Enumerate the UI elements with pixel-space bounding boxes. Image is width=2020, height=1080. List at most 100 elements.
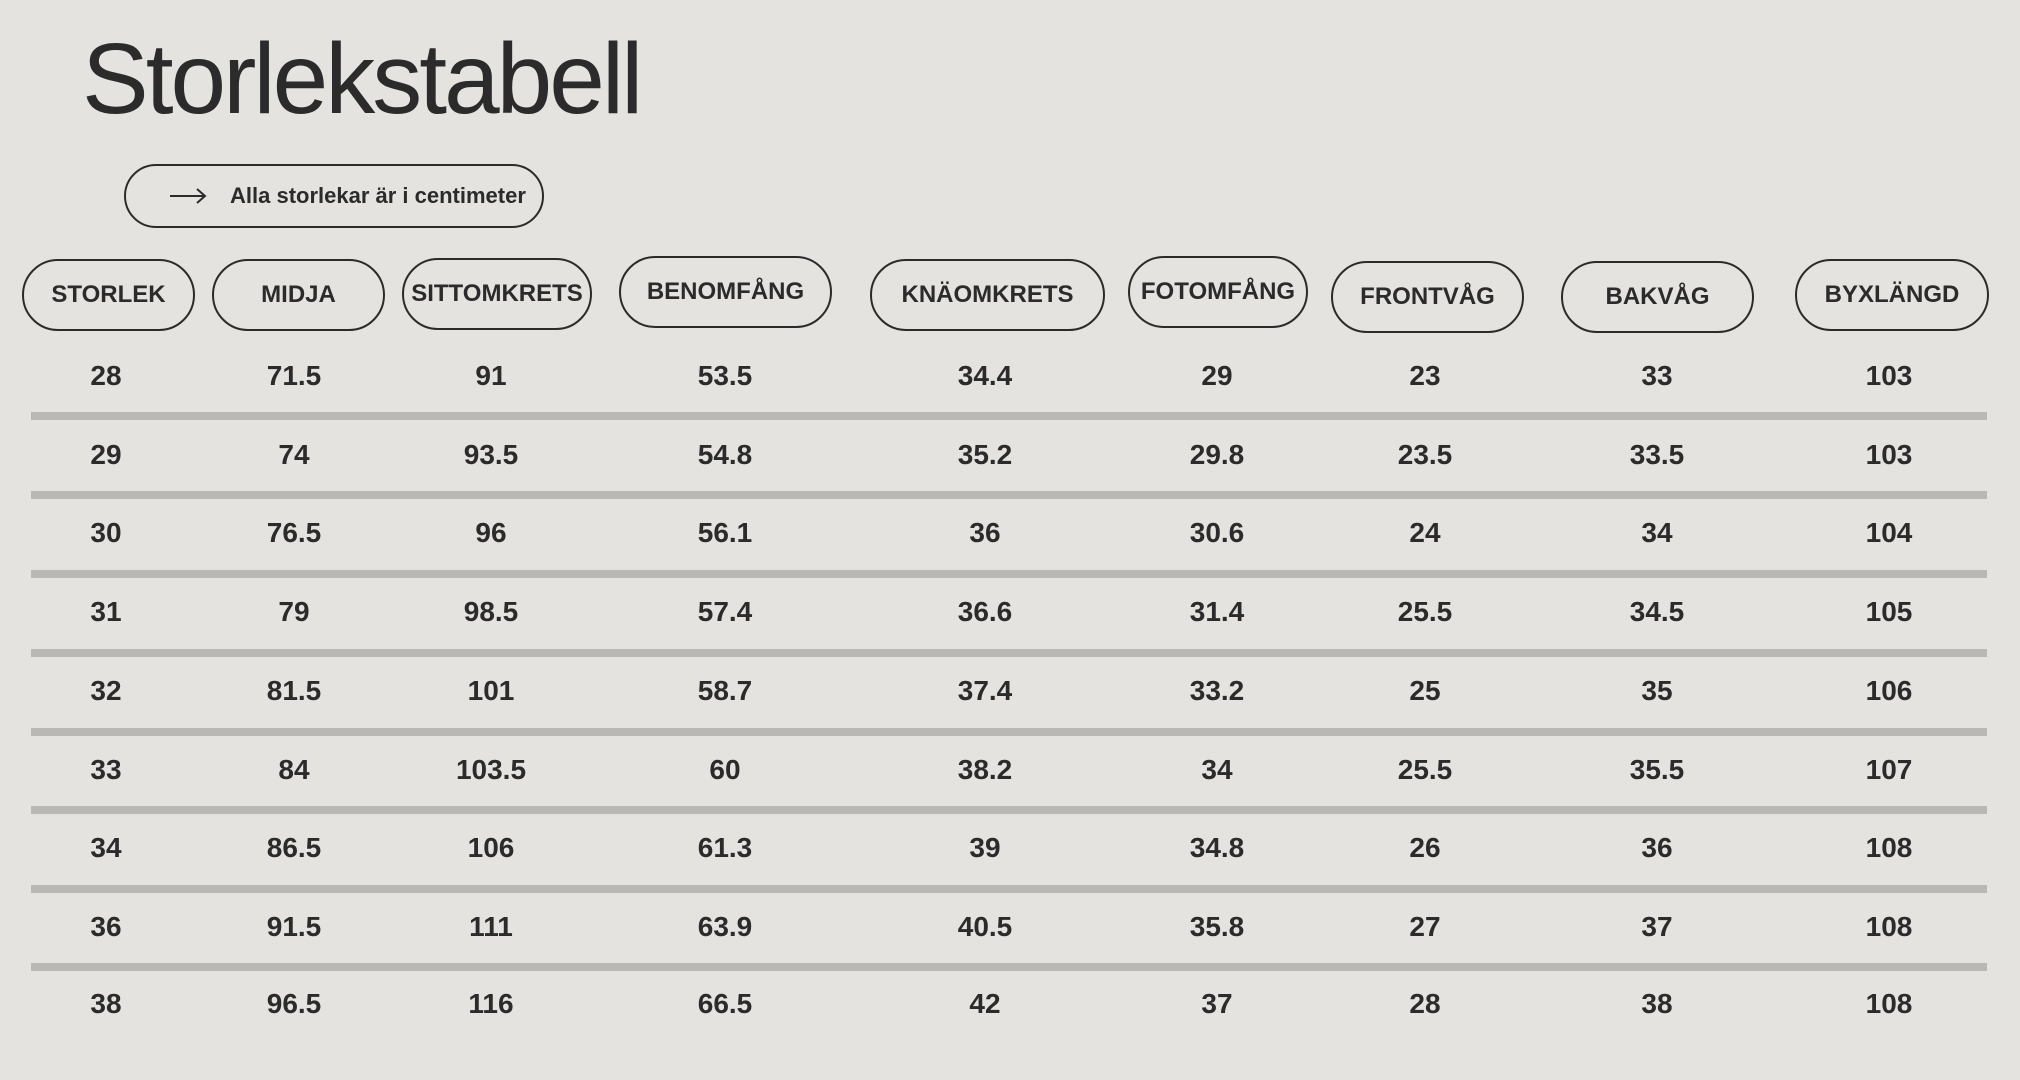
table-cell-bakvag: 34.5 — [1629, 596, 1685, 627]
table-cell-bakvag: 35.5 — [1629, 754, 1685, 785]
row-divider — [31, 885, 1987, 893]
table-cell-fotomfang: 33.2 — [1189, 675, 1245, 706]
row-divider — [31, 570, 1987, 578]
row-divider — [31, 491, 1987, 499]
table-cell-sittomkrets: 116 — [468, 988, 514, 1019]
table-row: 30 76.5 96 56.1 36 30.6 24 34 104 — [0, 503, 2020, 563]
column-header-frontvag: FRONTVÅG — [1331, 261, 1524, 333]
table-cell-storlek: 30 — [90, 517, 122, 548]
table-row: 36 91.5 111 63.9 40.5 35.8 27 37 108 — [0, 897, 2020, 957]
table-cell-frontvag: 24 — [1409, 517, 1441, 548]
table-cell-midja: 91.5 — [266, 911, 322, 942]
table-cell-bakvag: 36 — [1641, 832, 1673, 863]
table-cell-knaomkrets: 34.4 — [957, 360, 1013, 391]
table-cell-fotomfang: 30.6 — [1189, 517, 1245, 548]
table-cell-fotomfang: 37 — [1201, 988, 1233, 1019]
page-title: Storlekstabell — [82, 23, 643, 135]
table-cell-benomfang: 66.5 — [697, 988, 753, 1019]
table-cell-knaomkrets: 36.6 — [957, 596, 1013, 627]
table-cell-storlek: 36 — [90, 911, 122, 942]
column-header-knaomkrets: KNÄOMKRETS — [870, 259, 1105, 331]
table-cell-bakvag: 34 — [1641, 517, 1673, 548]
table-cell-midja: 76.5 — [266, 517, 322, 548]
table-row: 28 71.5 91 53.5 34.4 29 23 33 103 — [0, 346, 2020, 406]
column-header-midja: MIDJA — [212, 259, 385, 331]
table-cell-benomfang: 56.1 — [697, 517, 753, 548]
column-header-bakvag: BAKVÅG — [1561, 261, 1754, 333]
table-cell-bakvag: 35 — [1641, 675, 1673, 706]
table-cell-fotomfang: 34 — [1201, 754, 1233, 785]
column-header-benomfang: BENOMFÅNG — [619, 256, 832, 328]
table-row: 31 79 98.5 57.4 36.6 31.4 25.5 34.5 105 — [0, 582, 2020, 642]
table-cell-frontvag: 26 — [1409, 832, 1441, 863]
table-cell-knaomkrets: 40.5 — [957, 911, 1013, 942]
table-cell-storlek: 29 — [90, 439, 122, 470]
units-note-text: Alla storlekar är i centimeter — [230, 183, 526, 208]
table-cell-sittomkrets: 91 — [475, 360, 507, 391]
table-cell-bakvag: 33.5 — [1629, 439, 1685, 470]
arrow-right-icon — [170, 188, 207, 204]
table-cell-storlek: 33 — [90, 754, 122, 785]
table-cell-knaomkrets: 37.4 — [957, 675, 1013, 706]
table-cell-frontvag: 25 — [1409, 675, 1441, 706]
table-cell-benomfang: 54.8 — [697, 439, 753, 470]
row-divider — [31, 963, 1987, 971]
table-cell-frontvag: 25.5 — [1397, 596, 1453, 627]
table-cell-fotomfang: 35.8 — [1189, 911, 1245, 942]
row-divider — [31, 728, 1987, 736]
column-header-fotomfang: FOTOMFÅNG — [1128, 256, 1308, 328]
row-divider — [31, 806, 1987, 814]
table-cell-fotomfang: 29.8 — [1189, 439, 1245, 470]
table-row: 32 81.5 101 58.7 37.4 33.2 25 35 106 — [0, 661, 2020, 721]
table-row: 33 84 103.5 60 38.2 34 25.5 35.5 107 — [0, 740, 2020, 800]
table-cell-frontvag: 25.5 — [1397, 754, 1453, 785]
table-cell-sittomkrets: 106 — [467, 832, 515, 863]
table-cell-storlek: 38 — [90, 988, 122, 1019]
table-cell-frontvag: 27 — [1409, 911, 1441, 942]
table-cell-byxlangd: 107 — [1865, 754, 1913, 785]
table-cell-fotomfang: 34.8 — [1189, 832, 1245, 863]
table-cell-byxlangd: 105 — [1865, 596, 1913, 627]
table-cell-sittomkrets: 111 — [469, 911, 513, 942]
table-cell-knaomkrets: 39 — [969, 832, 1001, 863]
table-cell-midja: 79 — [278, 596, 310, 627]
table-cell-midja: 96.5 — [266, 988, 322, 1019]
table-cell-knaomkrets: 35.2 — [957, 439, 1013, 470]
table-cell-bakvag: 37 — [1641, 911, 1673, 942]
table-cell-storlek: 28 — [90, 360, 122, 391]
table-cell-frontvag: 23 — [1409, 360, 1441, 391]
table-row: 29 74 93.5 54.8 35.2 29.8 23.5 33.5 103 — [0, 425, 2020, 485]
table-cell-storlek: 34 — [90, 832, 122, 863]
table-cell-midja: 84 — [278, 754, 310, 785]
table-cell-sittomkrets: 103.5 — [455, 754, 527, 785]
table-cell-midja: 74 — [278, 439, 310, 470]
table-cell-bakvag: 33 — [1641, 360, 1673, 391]
table-cell-fotomfang: 29 — [1201, 360, 1233, 391]
table-cell-benomfang: 61.3 — [697, 832, 753, 863]
row-divider — [31, 412, 1987, 420]
table-cell-fotomfang: 31.4 — [1189, 596, 1245, 627]
table-row: 34 86.5 106 61.3 39 34.8 26 36 108 — [0, 818, 2020, 878]
table-cell-knaomkrets: 38.2 — [957, 754, 1013, 785]
table-cell-frontvag: 28 — [1409, 988, 1441, 1019]
table-cell-bakvag: 38 — [1641, 988, 1673, 1019]
table-cell-midja: 86.5 — [266, 832, 322, 863]
row-divider — [31, 649, 1987, 657]
table-cell-byxlangd: 104 — [1865, 517, 1913, 548]
table-cell-byxlangd: 103 — [1865, 360, 1913, 391]
units-note: Alla storlekar är i centimeter — [124, 164, 544, 228]
table-cell-sittomkrets: 93.5 — [463, 439, 519, 470]
table-cell-benomfang: 63.9 — [697, 911, 753, 942]
column-header-byxlangd: BYXLÄNGD — [1795, 259, 1989, 331]
table-row: 38 96.5 116 66.5 42 37 28 38 108 — [0, 974, 2020, 1034]
table-cell-storlek: 32 — [90, 675, 122, 706]
table-cell-benomfang: 57.4 — [697, 596, 753, 627]
table-cell-sittomkrets: 101 — [467, 675, 515, 706]
table-cell-storlek: 31 — [90, 596, 122, 627]
table-cell-sittomkrets: 98.5 — [463, 596, 519, 627]
table-cell-midja: 71.5 — [266, 360, 322, 391]
table-cell-knaomkrets: 42 — [969, 988, 1001, 1019]
table-cell-byxlangd: 108 — [1865, 911, 1913, 942]
column-header-storlek: STORLEK — [22, 259, 195, 331]
table-cell-sittomkrets: 96 — [475, 517, 507, 548]
